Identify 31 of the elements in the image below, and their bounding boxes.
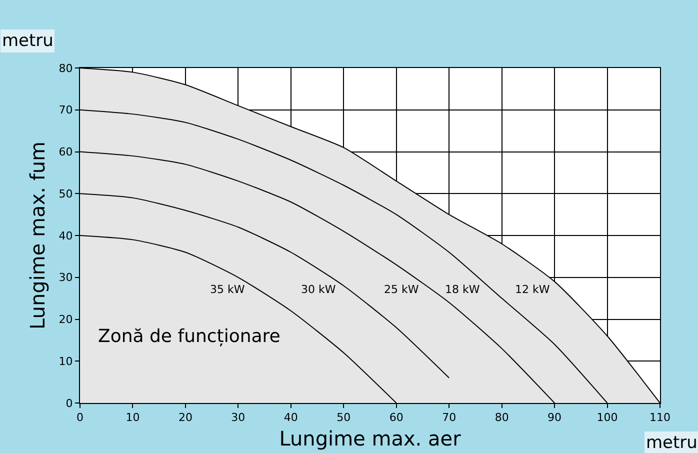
y-tick-label: 40 <box>58 229 73 242</box>
x-tick-label: 0 <box>76 411 84 424</box>
series-label: 35 kW <box>210 283 245 296</box>
y-tick-label: 50 <box>58 187 73 200</box>
y-tick-label: 80 <box>58 62 73 75</box>
y-axis-title: Lungime max. fum <box>25 141 50 330</box>
x-tick-label: 110 <box>650 411 670 424</box>
x-tick-label: 30 <box>231 411 246 424</box>
x-tick-label: 100 <box>596 411 618 424</box>
x-tick-label: 50 <box>336 411 351 424</box>
y-tick-label: 60 <box>58 146 73 159</box>
y-tick-label: 30 <box>58 271 73 284</box>
y-tick-label: 10 <box>58 354 73 368</box>
y-tick-label: 0 <box>66 396 73 410</box>
x-axis-title: Lungime max. aer <box>279 426 462 451</box>
annotation: Zonă de funcționare <box>98 326 280 347</box>
series-label: 12 kW <box>515 283 550 296</box>
x-tick-label: 70 <box>442 411 456 424</box>
x-tick-label: 10 <box>126 411 140 424</box>
text: metru <box>2 31 54 51</box>
x-tick-label: 60 <box>389 411 404 424</box>
y-tick-label: 70 <box>58 104 73 117</box>
series-label: 25 kW <box>384 283 419 296</box>
series-label: 30 kW <box>301 283 336 296</box>
text: metru <box>646 433 698 453</box>
x-tick-label: 20 <box>178 411 192 424</box>
y-tick-label: 20 <box>58 313 73 326</box>
series-label: 18 kW <box>445 283 480 296</box>
x-tick-label: 90 <box>548 411 562 424</box>
x-tick-label: 80 <box>494 411 509 424</box>
x-tick-label: 40 <box>284 411 298 424</box>
